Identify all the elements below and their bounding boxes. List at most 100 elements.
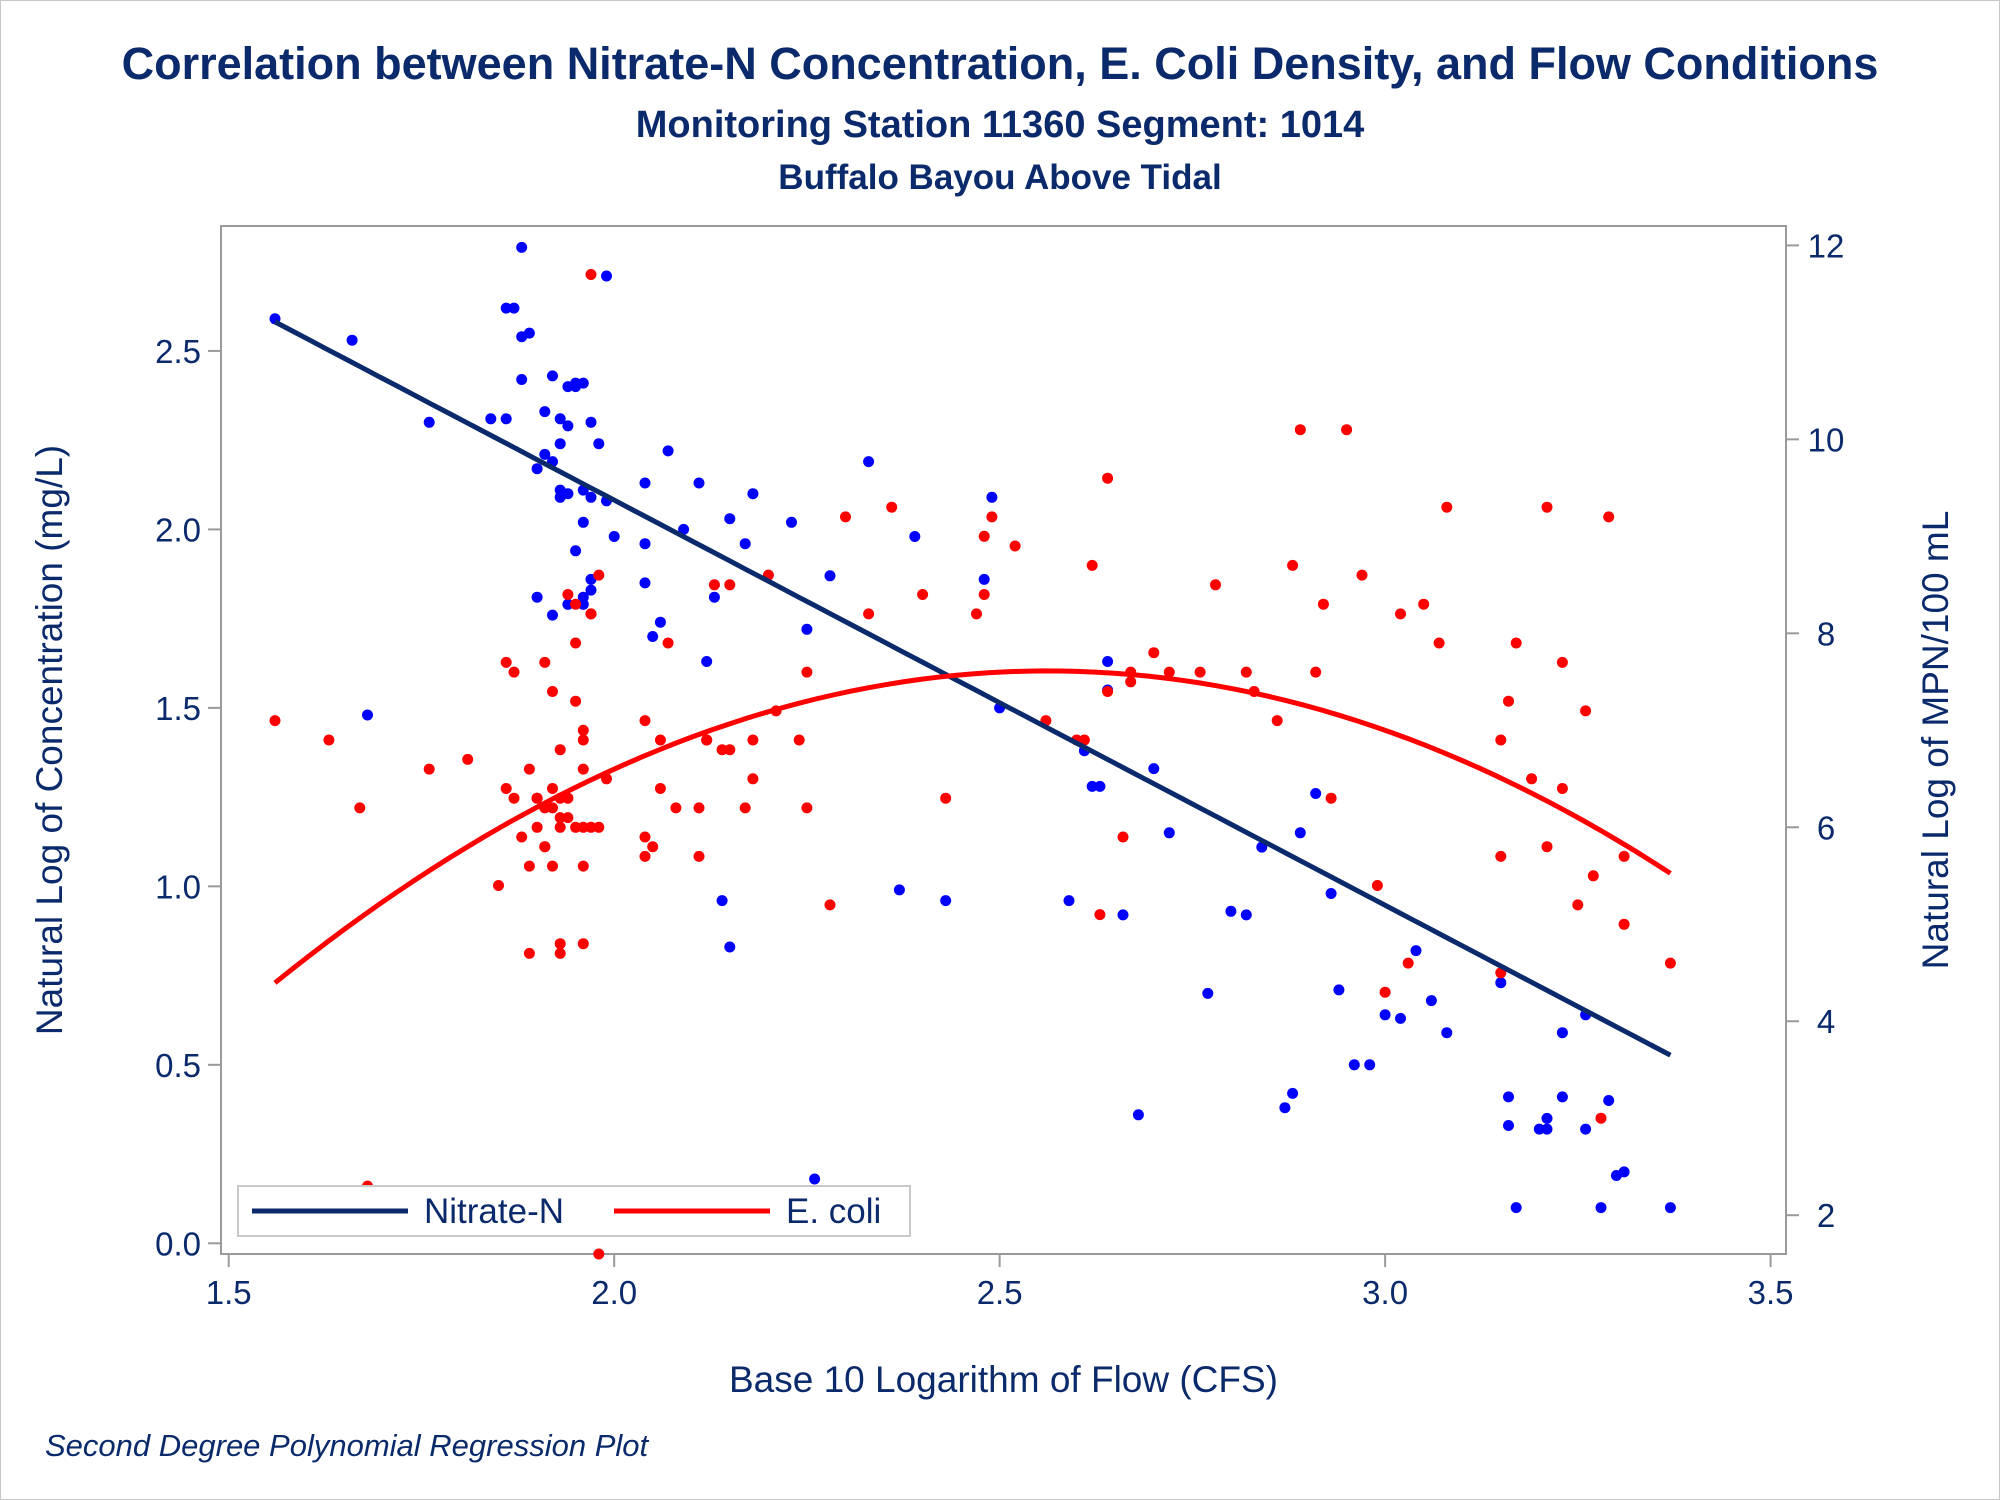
nitrate-point-14 <box>539 406 551 418</box>
ecoli-point-110 <box>1341 424 1353 436</box>
ecoli-point-25 <box>547 802 558 814</box>
ecoli-point-49 <box>593 821 605 833</box>
nitrate-point-104 <box>1556 1091 1568 1103</box>
nitrate-point-47 <box>654 616 666 628</box>
nitrate-point-26 <box>562 598 574 610</box>
nitrate-point-12 <box>531 463 543 475</box>
legend-label-1: E. coli <box>786 1192 881 1231</box>
ecoli-point-113 <box>1379 986 1391 998</box>
ecoli-point-100 <box>1194 666 1206 678</box>
ecoli-point-21 <box>539 841 551 853</box>
ecoli-point-45 <box>585 269 597 280</box>
nitrate-point-79 <box>1202 987 1214 999</box>
nitrate-point-107 <box>1595 1202 1607 1214</box>
nitrate-point-57 <box>747 488 759 500</box>
ecoli-point-86 <box>986 511 998 523</box>
ecoli-point-122 <box>1503 695 1514 707</box>
nitrate-point-5 <box>500 413 512 425</box>
nitrate-point-71 <box>1086 780 1098 792</box>
nitrate-point-35 <box>585 416 597 428</box>
ecoli-point-35 <box>570 598 582 610</box>
nitrate-point-16 <box>547 370 558 382</box>
ecoli-point-91 <box>1086 559 1098 571</box>
ecoli-point-70 <box>747 773 759 785</box>
ecoli-point-123 <box>1510 637 1522 649</box>
nitrate-point-88 <box>1333 984 1345 996</box>
ecoli-point-23 <box>547 686 558 697</box>
nitrate-point-7 <box>508 302 520 314</box>
ecoli-point-38 <box>570 695 582 707</box>
nitrate-point-80 <box>1225 905 1237 917</box>
nitrate-point-8 <box>516 241 528 253</box>
nitrate-point-19 <box>554 413 566 425</box>
ecoli-point-116 <box>1418 598 1430 610</box>
nitrate-point-11 <box>523 327 535 339</box>
ecoli-point-8 <box>500 783 512 794</box>
nitrate-point-62 <box>863 456 875 468</box>
nitrate-point-67 <box>986 491 998 503</box>
ecoli-point-127 <box>1556 783 1568 794</box>
ecoli-point-80 <box>886 501 898 513</box>
nitrate-point-41 <box>601 270 612 282</box>
nitrate-point-56 <box>739 538 751 550</box>
x-tick-label-4: 3.5 <box>1748 1274 1794 1311</box>
ecoli-point-64 <box>701 734 713 746</box>
ecoli-point-111 <box>1356 569 1368 581</box>
ecoli-point-31 <box>554 947 566 959</box>
ecoli-point-95 <box>1117 831 1129 843</box>
footnote: Second Degree Polynomial Regression Plot <box>45 1428 649 1463</box>
ecoli-point-2 <box>354 802 366 814</box>
ecoli-point-53 <box>639 715 651 727</box>
chart-subtitle-2: Buffalo Bayou Above Tidal <box>778 158 1222 197</box>
nitrate-point-6 <box>500 302 512 314</box>
ecoli-point-102 <box>1240 666 1252 678</box>
nitrate-point-89 <box>1348 1059 1360 1071</box>
ecoli-point-112 <box>1371 880 1383 891</box>
nitrate-point-13 <box>531 591 543 603</box>
nitrate-point-55 <box>724 941 736 953</box>
ecoli-point-114 <box>1395 608 1406 620</box>
ecoli-point-92 <box>1094 909 1106 921</box>
nitrate-point-44 <box>639 538 651 550</box>
ecoli-point-65 <box>708 579 720 591</box>
ecoli-point-51 <box>593 1248 605 1260</box>
nitrate-point-73 <box>1102 656 1114 667</box>
ecoli-point-39 <box>577 724 589 736</box>
ecoli-point-54 <box>639 831 651 843</box>
ecoli-point-75 <box>801 666 813 678</box>
nitrate-point-52 <box>708 591 720 603</box>
fit-lines <box>273 319 1672 1058</box>
ecoli-point-11 <box>516 831 528 843</box>
ecoli-point-29 <box>554 744 566 756</box>
ecoli-point-132 <box>1595 1112 1607 1124</box>
ecoli-point-90 <box>1078 734 1090 746</box>
nitrate-point-96 <box>1495 977 1507 989</box>
chart-title: Correlation between Nitrate-N Concentrat… <box>121 38 1879 89</box>
nitrate-point-97 <box>1503 1120 1514 1131</box>
ecoli-point-4 <box>423 763 435 775</box>
nitrate-point-91 <box>1379 1009 1391 1021</box>
ecoli-point-94 <box>1102 686 1114 697</box>
nitrate-point-10 <box>516 374 528 385</box>
nitrate-point-1 <box>346 334 358 346</box>
nitrate-point-17 <box>547 609 558 621</box>
nitrate-point-83 <box>1279 1102 1291 1114</box>
ecoli-point-99 <box>1163 666 1175 678</box>
ecoli-point-1 <box>323 734 335 746</box>
nitrate-point-86 <box>1310 788 1322 799</box>
ecoli-point-48 <box>585 608 597 620</box>
ecoli-point-84 <box>978 530 990 542</box>
nitrate-point-59 <box>801 623 813 635</box>
nitrate-point-32 <box>577 598 589 610</box>
ecoli-point-16 <box>531 821 543 833</box>
nitrate-point-66 <box>978 573 990 585</box>
ecoli-fit-line <box>273 668 1672 985</box>
nitrate-point-24 <box>562 420 574 432</box>
ecoli-point-17 <box>531 792 543 804</box>
y2-tick-label-0: 2 <box>1817 1197 1835 1234</box>
ecoli-point-14 <box>523 947 535 959</box>
ecoli-point-115 <box>1402 957 1414 969</box>
ecoli-point-6 <box>493 880 504 891</box>
nitrate-fit-line <box>273 319 1672 1058</box>
ecoli-point-107 <box>1310 666 1322 678</box>
